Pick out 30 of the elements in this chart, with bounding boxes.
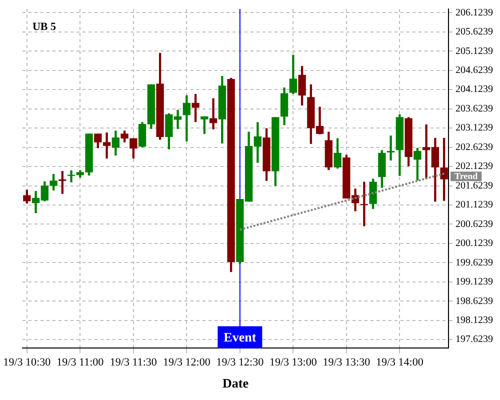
x-tick-label: 19/3 10:30 — [3, 356, 52, 369]
y-tick-label: 201.1239 — [456, 200, 493, 211]
y-tick-label: 203.1239 — [456, 122, 493, 134]
series-label: Trend — [454, 170, 478, 181]
y-tick-label: 205.1239 — [456, 46, 493, 57]
x-tick-label: 19/3 11:30 — [110, 356, 158, 369]
x-tick-label: 19/3 12:30 — [216, 356, 264, 369]
y-tick-label: 204.6239 — [456, 65, 493, 76]
y-tick-label: 204.1239 — [456, 84, 493, 96]
y-tick-label: 202.6239 — [456, 142, 493, 153]
y-tick-label: 205.6239 — [456, 26, 493, 38]
y-tick-label: 198.1239 — [456, 314, 493, 326]
y-tick-label: 200.6239 — [456, 218, 493, 230]
x-tick-label: 19/3 11:00 — [56, 356, 104, 369]
y-tick-label: 197.6239 — [456, 334, 493, 346]
x-axis-title: Date — [222, 376, 249, 391]
x-tick-label: 19/3 13:30 — [322, 356, 371, 369]
y-tick-label: 199.6239 — [456, 257, 493, 268]
y-tick-label: 201.6239 — [456, 180, 493, 192]
y-tick-label: 199.1239 — [456, 276, 493, 288]
x-tick-label: 19/3 14:00 — [376, 356, 424, 369]
x-tick-label: 19/3 13:00 — [269, 356, 318, 369]
y-tick-label: 203.6239 — [456, 103, 493, 114]
y-tick-label: 200.1239 — [456, 238, 493, 250]
y-tick-label: 202.1239 — [456, 161, 493, 172]
y-tick-label: 206.1239 — [456, 7, 493, 18]
x-tick-label: 19/3 12:00 — [162, 356, 211, 369]
y-tick-label: 198.6239 — [456, 296, 493, 307]
ref-line-label: Event — [224, 330, 257, 345]
text: UB 5 — [32, 20, 57, 33]
